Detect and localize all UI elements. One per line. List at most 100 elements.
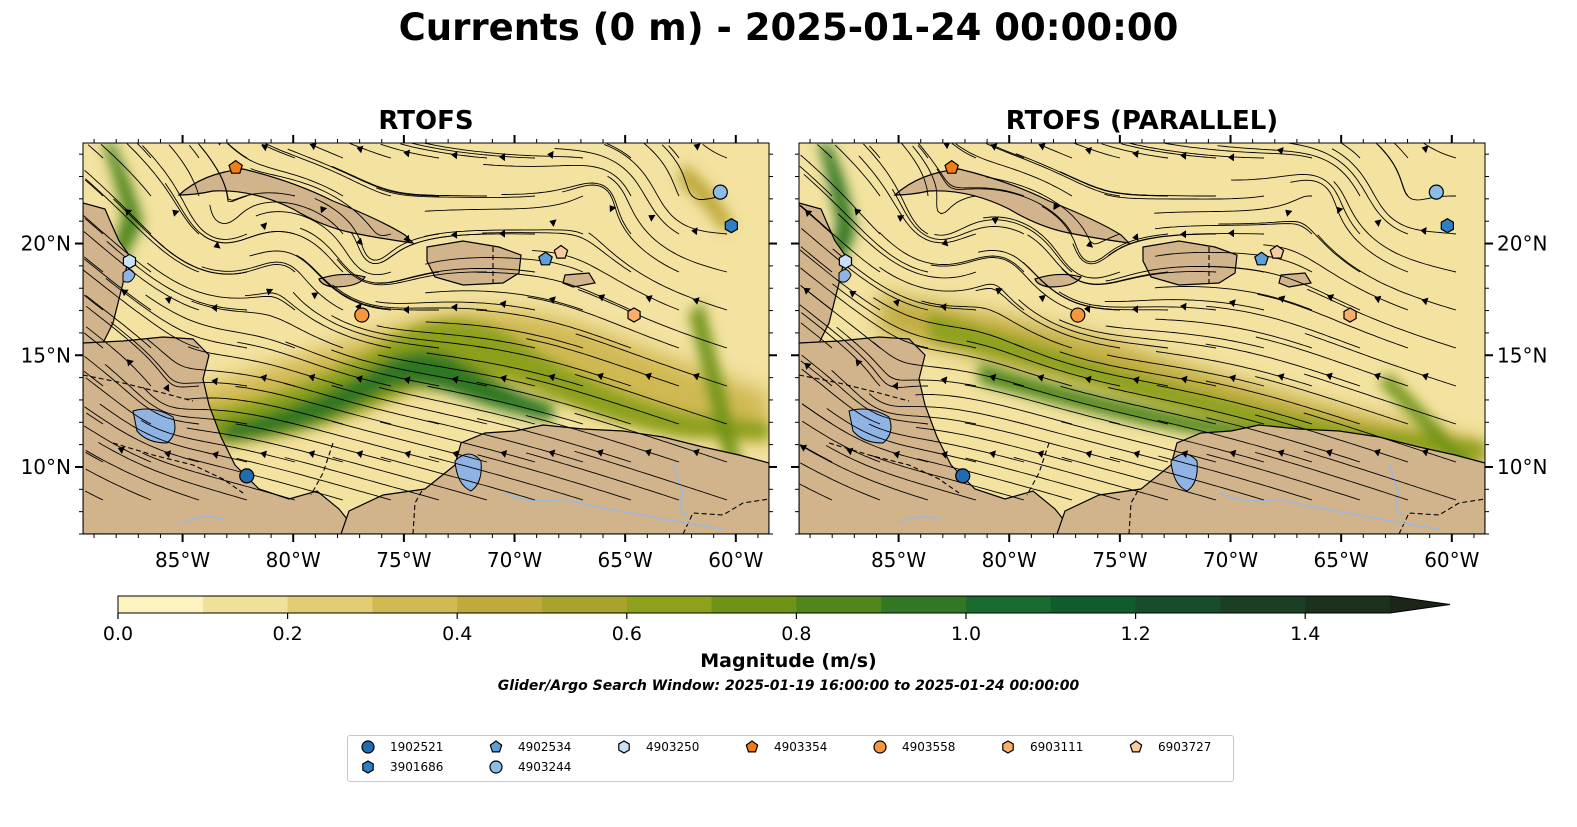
streamline-arrow [943, 143, 950, 150]
streamline-arrow [117, 446, 125, 454]
streamline [287, 148, 440, 197]
streamline [525, 415, 680, 463]
legend-marker-pentagon [1129, 740, 1143, 753]
colorbar-tick-label: 0.8 [781, 623, 811, 645]
streamline [912, 145, 977, 215]
streamline [1218, 220, 1361, 273]
float-marker-3901686 [724, 218, 739, 234]
streamline [986, 143, 1121, 197]
streamline-arrow [451, 151, 458, 160]
streamline [668, 145, 680, 159]
streamline [110, 321, 248, 387]
streamline [332, 165, 487, 197]
streamline-arrow [1278, 295, 1286, 303]
streamline-arrow [1180, 302, 1187, 311]
streamline [168, 144, 200, 197]
colorbar-segment [1220, 596, 1306, 613]
streamline-arrow [645, 295, 653, 303]
streamline-arrow [1277, 147, 1284, 155]
streamline [1331, 148, 1457, 235]
float-marker-4902534 [538, 251, 553, 266]
streamline-arrow [1132, 233, 1139, 242]
streamline-arrow [1325, 372, 1333, 381]
streamline-arrow [598, 294, 606, 302]
legend-marker-pentagon [489, 740, 503, 753]
streamline [917, 458, 1073, 501]
streamline [147, 262, 296, 311]
streamline [425, 321, 584, 349]
colorbar-segment [202, 596, 289, 613]
streamline [966, 340, 1121, 387]
streamline [799, 249, 881, 311]
streamline-arrow [995, 287, 1003, 295]
streamline [1303, 373, 1457, 425]
streamline [201, 261, 344, 311]
streamline-arrow [603, 136, 610, 143]
streamline [1423, 143, 1457, 159]
streamline [83, 332, 104, 349]
legend-label: 4903244 [518, 760, 572, 774]
colorbar-segment [881, 596, 967, 613]
streamline [483, 164, 632, 197]
colorbar-segment [1135, 596, 1221, 613]
streamline-arrow [941, 451, 948, 459]
float-legend: 1902521 3901686 4902534 4903244 4903250 49033… [347, 735, 1234, 782]
streamline [1341, 143, 1361, 159]
streamline-arrow [1181, 450, 1189, 458]
streamline [249, 250, 392, 311]
streamline [1013, 420, 1169, 463]
streamline-arrow [76, 210, 83, 217]
streamline [607, 175, 728, 273]
streamline-arrow [596, 372, 604, 381]
streamline [380, 456, 536, 501]
streamline-arrow [125, 209, 133, 217]
streamline-arrow [213, 241, 221, 249]
streamline [145, 294, 296, 349]
streamline-arrow [1038, 143, 1046, 151]
streamline-arrow [1277, 449, 1285, 457]
streamline-arrow [806, 133, 813, 140]
legend-label: 4903250 [646, 740, 700, 754]
x-tick-label: 70°W [487, 548, 542, 572]
streamline [891, 188, 1025, 240]
streamline [1164, 143, 1313, 159]
legend-marker-hexagon [362, 760, 374, 774]
float-marker-6903111 [627, 307, 641, 323]
streamline [955, 143, 1073, 197]
streamline-arrow [1420, 227, 1427, 235]
streamline [85, 326, 152, 387]
streamline-arrow [71, 444, 78, 451]
streamline [250, 168, 392, 237]
streamline-arrow [1180, 151, 1187, 160]
colorbar-segment [966, 596, 1052, 613]
x-tick-label: 60°W [708, 548, 763, 572]
streamline [380, 143, 440, 159]
streamline-arrow [1086, 240, 1094, 248]
streamline [1158, 455, 1313, 501]
streamline-arrow [1085, 146, 1092, 155]
streamline [85, 450, 200, 501]
streamline [227, 143, 344, 197]
streamline [1061, 421, 1217, 463]
streamline [575, 333, 728, 387]
legend-marker-pentagon [745, 740, 759, 753]
streamline [85, 178, 200, 273]
float-marker-4903354 [944, 159, 960, 174]
streamline-arrow [356, 450, 364, 459]
streamline [1255, 451, 1409, 501]
streamline [376, 325, 536, 349]
streamline-arrow [1053, 202, 1061, 211]
streamline-arrow [548, 449, 556, 458]
colorbar-segment [711, 596, 797, 613]
streamline [376, 267, 536, 284]
streamline [126, 143, 200, 235]
legend-marker-circle [489, 760, 503, 774]
legend-label: 4902534 [518, 740, 572, 754]
streamline [872, 341, 1025, 387]
streamline-arrow [941, 238, 949, 247]
streamline [1289, 143, 1409, 235]
streamline [477, 271, 632, 311]
streamline [426, 352, 584, 387]
streamline [425, 257, 584, 273]
streamline-arrow [596, 449, 604, 457]
